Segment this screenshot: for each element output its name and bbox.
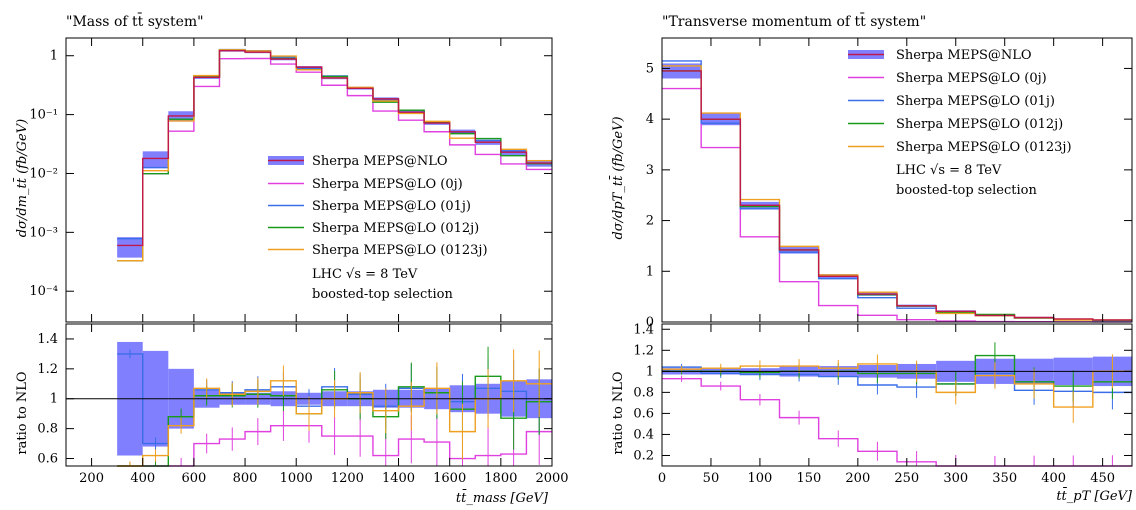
ratio-tick-label: 1.4 bbox=[633, 322, 654, 337]
y-tick-label: 10⁻² bbox=[29, 166, 58, 181]
y-tick-label: 3 bbox=[646, 163, 654, 178]
legend-label-lo-01j: Sherpa MEPS@LO (01j) bbox=[312, 199, 471, 214]
x-tick-label: 450 bbox=[1090, 471, 1115, 486]
x-tick-label: 200 bbox=[79, 471, 104, 486]
x-tick-label: 1400 bbox=[382, 471, 415, 486]
x-tick-label: 50 bbox=[703, 471, 720, 486]
pt-main-frame bbox=[661, 37, 1133, 323]
y-tick-label: 0 bbox=[646, 315, 654, 330]
ratio-tick-label: 1 bbox=[646, 364, 654, 379]
x-tick-label: 400 bbox=[130, 471, 155, 486]
ratio-tick-label: 1.4 bbox=[37, 332, 58, 347]
x-tick-label: 350 bbox=[992, 471, 1017, 486]
nlo-line bbox=[117, 49, 552, 247]
mass-ratio-frame bbox=[65, 323, 553, 467]
legend-label-lo-012j: Sherpa MEPS@LO (012j) bbox=[312, 221, 479, 236]
mass-main-plot bbox=[117, 48, 552, 262]
nlo-band bbox=[142, 151, 169, 169]
legend-label-nlo: Sherpa MEPS@NLO bbox=[896, 48, 1032, 63]
legend-label-nlo: Sherpa MEPS@NLO bbox=[312, 154, 448, 169]
left-ratio-y-label: ratio to NLO bbox=[15, 371, 30, 454]
pt-ratio-frame bbox=[661, 323, 1133, 467]
x-tick-label: 800 bbox=[233, 471, 258, 486]
y-tick-label: 10⁻⁴ bbox=[29, 284, 58, 299]
y-tick-label: 2 bbox=[646, 214, 654, 229]
x-tick-label: 300 bbox=[943, 471, 968, 486]
legend-label-lo-0j: Sherpa MEPS@LO (0j) bbox=[312, 177, 463, 192]
ratio-tick-label: 0.8 bbox=[633, 385, 654, 400]
ratio-tick-label: 0.2 bbox=[633, 448, 654, 463]
ratio-tick-label: 1 bbox=[50, 392, 58, 407]
pt-ratio-plot bbox=[662, 342, 1132, 467]
y-tick-label: 5 bbox=[646, 61, 654, 76]
y-tick-label: 10⁻¹ bbox=[29, 108, 58, 123]
mass-main-frame bbox=[65, 37, 553, 323]
ratio-tick-label: 0.8 bbox=[37, 422, 58, 437]
x-tick-label: 1600 bbox=[433, 471, 466, 486]
legend-label-lo-0123j: Sherpa MEPS@LO (0123j) bbox=[312, 243, 488, 258]
mass-ratio-plot bbox=[66, 341, 552, 467]
left-note-selection: boosted-top selection bbox=[312, 287, 453, 302]
left-note-lhc: LHC √s = 8 TeV bbox=[312, 267, 418, 282]
right-chart-title: "Transverse momentum of tt̄ system" bbox=[662, 12, 926, 30]
right-note-lhc: LHC √s = 8 TeV bbox=[896, 163, 1002, 178]
x-tick-label: 250 bbox=[894, 471, 919, 486]
y-tick-label: 1 bbox=[646, 264, 654, 279]
left-chart-title: "Mass of tt̄ system" bbox=[66, 12, 204, 30]
x-tick-label: 1200 bbox=[331, 471, 364, 486]
x-tick-label: 100 bbox=[748, 471, 773, 486]
left-x-axis-label: tt̄_mass [GeV] bbox=[456, 489, 549, 506]
y-tick-label: 1 bbox=[50, 49, 58, 64]
x-tick-label: 150 bbox=[796, 471, 821, 486]
ratio-tick-label: 1.2 bbox=[633, 343, 654, 358]
legend-label-lo-012j: Sherpa MEPS@LO (012j) bbox=[896, 117, 1063, 132]
ratio-tick-label: 0.6 bbox=[633, 406, 654, 421]
ratio-tick-label: 1.2 bbox=[37, 362, 58, 377]
x-tick-label: 0 bbox=[658, 471, 666, 486]
x-tick-label: 1800 bbox=[484, 471, 517, 486]
left-y-axis-label: dσ/dm_tt̄ (fb/GeV) bbox=[13, 119, 30, 237]
right-y-axis-label: dσ/dpT_tt̄ (fb/GeV) bbox=[609, 116, 626, 239]
x-tick-label: 200 bbox=[845, 471, 870, 486]
x-tick-label: 1000 bbox=[280, 471, 313, 486]
legend-label-lo-0j: Sherpa MEPS@LO (0j) bbox=[896, 71, 1047, 86]
ratio-tick-label: 0.6 bbox=[37, 452, 58, 467]
legend-label-lo-01j: Sherpa MEPS@LO (01j) bbox=[896, 94, 1055, 109]
x-tick-label: 400 bbox=[1041, 471, 1066, 486]
y-tick-label: 4 bbox=[646, 112, 654, 127]
right-ratio-y-label: ratio to NLO bbox=[611, 371, 626, 454]
legend-label-lo-0123j: Sherpa MEPS@LO (0123j) bbox=[896, 140, 1072, 155]
right-x-axis-label: tt̄_pT [GeV] bbox=[1056, 487, 1133, 504]
y-tick-label: 10⁻³ bbox=[29, 225, 58, 240]
nlo-band bbox=[117, 237, 143, 258]
right-legend: Sherpa MEPS@NLO Sherpa MEPS@LO (0j) Sher… bbox=[848, 48, 1072, 198]
left-legend: Sherpa MEPS@NLO Sherpa MEPS@LO (0j) Sher… bbox=[268, 154, 488, 302]
x-tick-label: 2000 bbox=[535, 471, 568, 486]
x-tick-label: 600 bbox=[181, 471, 206, 486]
ratio-tick-label: 0.4 bbox=[633, 427, 654, 442]
right-note-selection: boosted-top selection bbox=[896, 183, 1037, 198]
